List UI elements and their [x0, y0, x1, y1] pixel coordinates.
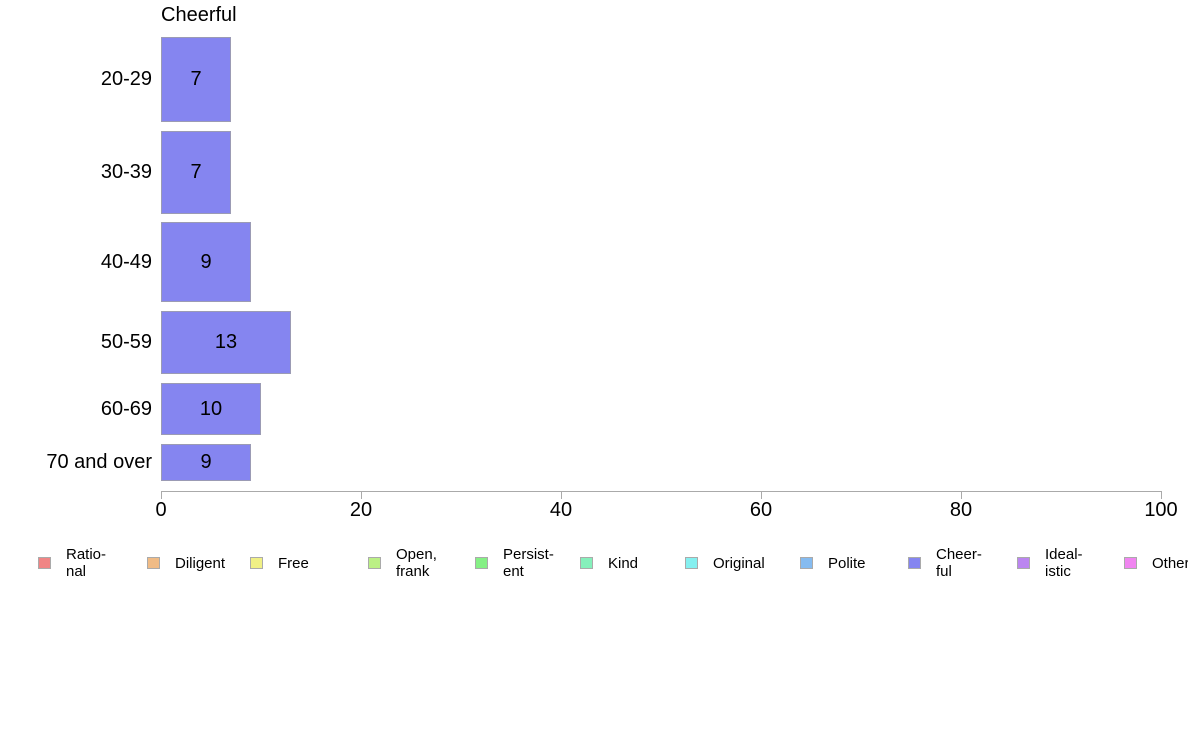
bar-value-label: 7 [190, 161, 202, 183]
legend-swatch-icon [685, 557, 698, 569]
category-label-70 and over: 70 and over [46, 451, 152, 473]
category-label-50-59: 50-59 [100, 331, 152, 353]
category-label-60-69: 60-69 [100, 397, 152, 420]
legend-label: Polite [828, 554, 866, 572]
bar-value-label: 13 [214, 331, 238, 353]
x-axis-line [161, 491, 1162, 492]
legend-item-ideal-istic[interactable]: Ideal- istic [1017, 540, 1083, 586]
x-tick-mark [161, 491, 162, 499]
legend-item-free[interactable]: Free [250, 540, 309, 586]
legend-item-kind[interactable]: Kind [580, 540, 638, 586]
x-tick-mark [361, 491, 362, 499]
legend-swatch-icon [908, 557, 921, 569]
bar-value-label: 9 [200, 451, 212, 473]
category-label-20-29: 20-29 [100, 68, 152, 90]
legend-swatch-icon [38, 557, 51, 569]
bar-value-label: 10 [199, 397, 223, 420]
category-label-40-49: 40-49 [100, 250, 152, 273]
legend-label: Free [278, 554, 309, 572]
legend-label: Other [1152, 554, 1188, 572]
chart-title: Cheerful [161, 4, 237, 26]
x-tick-mark [961, 491, 962, 499]
bar-value-label: 9 [200, 250, 212, 273]
legend-item-open-frank[interactable]: Open, frank [368, 540, 437, 586]
legend-label: Kind [608, 554, 639, 572]
bar-60-69[interactable]: 10 [161, 383, 261, 435]
x-tick-label: 60 [749, 499, 773, 521]
x-tick-mark [761, 491, 762, 499]
x-tick-label: 0 [155, 499, 167, 521]
bar-value-label: 7 [190, 68, 202, 90]
legend-item-ratio-nal[interactable]: Ratio- nal [38, 540, 106, 586]
x-tick-label: 40 [549, 499, 573, 521]
x-tick-mark [561, 491, 562, 499]
legend-label: Ratio- nal [66, 546, 107, 580]
legend-item-cheer-ful[interactable]: Cheer- ful [908, 540, 982, 586]
bar-70 and over[interactable]: 9 [161, 444, 251, 481]
legend-item-persist-ent[interactable]: Persist- ent [475, 540, 554, 586]
bar-20-29[interactable]: 7 [161, 37, 231, 122]
legend-label: Ideal- istic [1045, 546, 1083, 580]
legend-item-original[interactable]: Original [685, 540, 765, 586]
legend-swatch-icon [1017, 557, 1030, 569]
x-tick-label: 20 [349, 499, 373, 521]
legend-swatch-icon [580, 557, 593, 569]
x-tick-mark [1161, 491, 1162, 499]
legend-swatch-icon [250, 557, 263, 569]
legend-label: Diligent [175, 554, 226, 572]
legend-label: Persist- ent [503, 546, 554, 580]
legend-swatch-icon [368, 557, 381, 569]
legend-swatch-icon [475, 557, 488, 569]
legend-label: Open, frank [396, 546, 437, 580]
category-label-30-39: 30-39 [100, 161, 152, 183]
legend-swatch-icon [800, 557, 813, 569]
x-tick-label: 100 [1144, 499, 1178, 521]
x-tick-label: 80 [949, 499, 973, 521]
legend-item-diligent[interactable]: Diligent [147, 540, 225, 586]
legend-item-polite[interactable]: Polite [800, 540, 866, 586]
bar-30-39[interactable]: 7 [161, 131, 231, 214]
legend-label: Cheer- ful [936, 546, 982, 580]
bar-40-49[interactable]: 9 [161, 222, 251, 302]
legend-swatch-icon [1124, 557, 1137, 569]
legend-swatch-icon [147, 557, 160, 569]
legend-label: Original [713, 554, 765, 572]
bar-50-59[interactable]: 13 [161, 311, 291, 374]
legend-item-other[interactable]: Other [1124, 540, 1188, 586]
